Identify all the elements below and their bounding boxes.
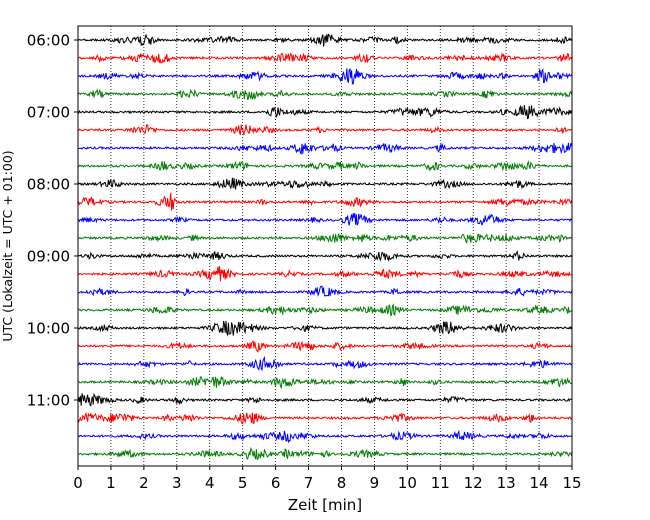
x-axis-ticks: 0 1 2 3 4 5 6 7 8 9 10 11 12 13 14 15 (73, 466, 582, 492)
y-tick-label: 07:00 (27, 104, 70, 122)
trace-0915 (77, 266, 572, 282)
x-tick-label: 13 (497, 474, 516, 492)
vertical-grid (110, 26, 540, 466)
trace-0715 (77, 124, 572, 135)
y-tick-label: 06:00 (27, 32, 70, 50)
x-tick-label: 6 (271, 474, 281, 492)
trace-0830 (77, 212, 573, 226)
y-axis-ticks: 06:00 07:00 08:00 09:00 10:00 11:00 (27, 32, 78, 410)
y-axis-label: UTC (Lokalzeit = UTC + 01:00) (0, 150, 15, 341)
trace-1030 (77, 355, 572, 372)
trace-0930 (77, 285, 573, 297)
x-tick-label: 3 (172, 474, 182, 492)
x-axis-label: Zeit [min] (288, 496, 362, 514)
y-tick-label: 11:00 (27, 392, 70, 410)
trace-0900 (77, 250, 573, 262)
trace-0645 (77, 88, 573, 101)
trace-1100 (77, 392, 572, 407)
trace-0845 (77, 232, 572, 244)
trace-1015 (77, 340, 573, 353)
x-tick-label: 7 (304, 474, 314, 492)
x-tick-label: 15 (562, 474, 581, 492)
trace-0945 (77, 303, 572, 317)
trace-lines (77, 33, 573, 461)
trace-0630 (77, 67, 573, 85)
x-tick-label: 14 (530, 474, 549, 492)
x-tick-label: 1 (106, 474, 116, 492)
y-tick-label: 09:00 (27, 248, 70, 266)
trace-0730 (77, 142, 573, 155)
x-tick-label: 9 (370, 474, 380, 492)
x-tick-label: 2 (139, 474, 149, 492)
x-tick-label: 4 (205, 474, 215, 492)
trace-0800 (77, 177, 573, 190)
plot-frame (77, 25, 573, 467)
trace-0815 (77, 192, 573, 211)
trace-1145 (77, 446, 573, 461)
x-tick-label: 8 (337, 474, 347, 492)
y-tick-label: 10:00 (27, 320, 70, 338)
trace-0615 (77, 52, 573, 64)
trace-1000 (77, 320, 573, 337)
trace-0700 (77, 104, 573, 120)
x-tick-label: 10 (398, 474, 417, 492)
y-tick-label: 08:00 (27, 176, 70, 194)
x-tick-label: 5 (238, 474, 248, 492)
x-tick-label: 12 (464, 474, 483, 492)
trace-0600 (77, 33, 573, 47)
x-tick-label: 0 (73, 474, 83, 492)
trace-1115 (77, 411, 572, 425)
trace-1045 (77, 376, 572, 390)
trace-1130 (77, 429, 572, 444)
x-tick-label: 11 (431, 474, 450, 492)
trace-0745 (77, 160, 572, 172)
